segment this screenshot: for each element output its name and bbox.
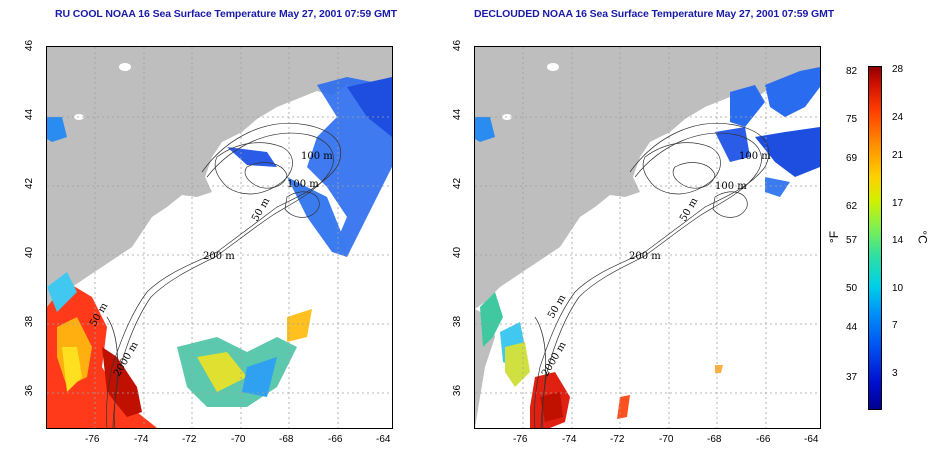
left-map-title: RU COOL NOAA 16 Sea Surface Temperature …: [55, 8, 397, 20]
celsius-tick: 10: [892, 283, 904, 294]
y-tick-label: 40: [452, 246, 464, 259]
fahrenheit-tick: 69: [846, 153, 858, 164]
celsius-tick: 14: [892, 235, 904, 246]
x-tick-label: -76: [85, 434, 100, 445]
left-map-panel[interactable]: 100 m 100 m 50 m 200 m 50 m 2000 m: [46, 46, 393, 429]
contour-label: 50 m: [250, 196, 272, 224]
x-tick-label: -76: [513, 434, 528, 445]
y-tick-label: 46: [24, 39, 36, 52]
y-tick-label: 44: [24, 108, 36, 121]
x-tick-label: -64: [804, 434, 819, 445]
x-tick-label: -74: [562, 434, 577, 445]
y-tick-label: 38: [24, 315, 36, 328]
celsius-tick: 7: [892, 320, 898, 331]
right-map-panel[interactable]: 100 m 100 m 50 m 200 m 50 m 2000 m: [474, 46, 821, 429]
contour-label: 100 m: [287, 179, 319, 190]
contour-label: 200 m: [629, 251, 661, 262]
fahrenheit-tick: 37: [846, 372, 858, 383]
contour-label: 50 m: [678, 196, 700, 224]
left-map-canvas: 100 m 100 m 50 m 200 m 50 m 2000 m: [47, 47, 392, 428]
y-tick-label: 36: [24, 384, 36, 397]
right-map-title: DECLOUDED NOAA 16 Sea Surface Temperatur…: [474, 8, 835, 20]
fahrenheit-tick: 82: [846, 66, 858, 77]
x-tick-label: -64: [376, 434, 391, 445]
celsius-tick: 24: [892, 112, 904, 123]
celsius-tick: 17: [892, 198, 904, 209]
contour-label: 100 m: [715, 181, 747, 192]
fahrenheit-tick: 62: [846, 201, 858, 212]
right-map-canvas: 100 m 100 m 50 m 200 m 50 m 2000 m: [475, 47, 820, 428]
celsius-tick: 3: [892, 368, 898, 379]
x-tick-label: -72: [182, 434, 197, 445]
y-tick-label: 36: [452, 384, 464, 397]
celsius-tick: 28: [892, 64, 904, 75]
y-tick-label: 44: [452, 108, 464, 121]
y-tick-label: 40: [24, 246, 36, 259]
x-tick-label: -70: [231, 434, 246, 445]
x-tick-label: -74: [134, 434, 149, 445]
fahrenheit-tick: 75: [846, 114, 858, 125]
contour-label: 100 m: [301, 151, 333, 162]
x-tick-label: -68: [707, 434, 722, 445]
fahrenheit-tick: 50: [846, 283, 858, 294]
contour-label: 200 m: [203, 251, 235, 262]
y-tick-label: 42: [452, 177, 464, 190]
contour-label: 100 m: [739, 151, 771, 162]
fahrenheit-tick: 57: [846, 235, 858, 246]
fahrenheit-unit-label: °F: [827, 230, 842, 244]
x-tick-label: -72: [610, 434, 625, 445]
y-tick-label: 38: [452, 315, 464, 328]
celsius-unit-label: °C: [915, 230, 930, 244]
land-mass: [47, 47, 392, 309]
y-tick-label: 42: [24, 177, 36, 190]
temperature-colorbar: [868, 66, 882, 410]
x-tick-label: -68: [279, 434, 294, 445]
fahrenheit-tick: 44: [846, 322, 858, 333]
y-tick-label: 46: [452, 39, 464, 52]
land-mass: [475, 47, 820, 309]
x-tick-label: -66: [328, 434, 343, 445]
celsius-tick: 21: [892, 150, 904, 161]
x-tick-label: -70: [659, 434, 674, 445]
x-tick-label: -66: [756, 434, 771, 445]
